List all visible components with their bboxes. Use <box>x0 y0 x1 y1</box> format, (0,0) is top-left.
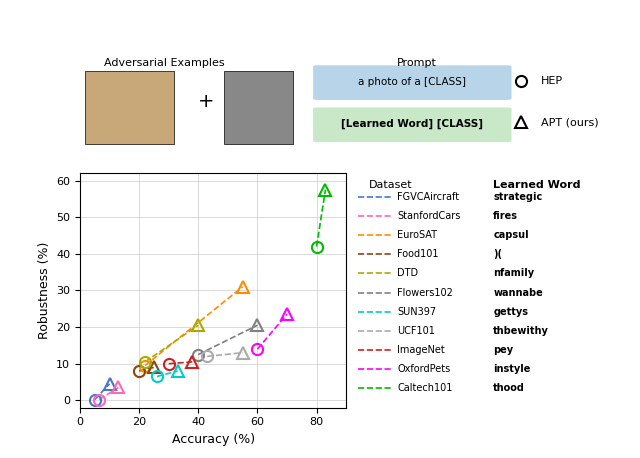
Text: fires: fires <box>493 211 518 221</box>
Text: SUN397: SUN397 <box>397 307 436 317</box>
Text: Caltech101: Caltech101 <box>397 383 453 393</box>
Text: OxfordPets: OxfordPets <box>397 364 451 374</box>
Text: pey: pey <box>493 345 513 355</box>
FancyBboxPatch shape <box>313 65 511 100</box>
Text: +: + <box>198 93 215 111</box>
Text: FGVCAircraft: FGVCAircraft <box>397 192 460 202</box>
Text: Flowers102: Flowers102 <box>397 288 453 298</box>
Text: Food101: Food101 <box>397 249 439 259</box>
Text: )(: )( <box>493 249 502 259</box>
Text: capsul: capsul <box>493 230 529 240</box>
Text: UCF101: UCF101 <box>397 326 435 336</box>
Bar <box>85 71 174 144</box>
Text: EuroSAT: EuroSAT <box>397 230 438 240</box>
Text: thbewithy: thbewithy <box>493 326 549 336</box>
Text: DTD: DTD <box>397 268 419 278</box>
Text: [Learned Word] [CLASS]: [Learned Word] [CLASS] <box>341 119 483 130</box>
Text: ImageNet: ImageNet <box>397 345 445 355</box>
Text: thood: thood <box>493 383 525 393</box>
Text: a photo of a [CLASS]: a photo of a [CLASS] <box>358 77 467 87</box>
Text: Dataset: Dataset <box>369 180 413 191</box>
Text: wannabe: wannabe <box>493 288 543 298</box>
Text: gettys: gettys <box>493 307 528 317</box>
FancyBboxPatch shape <box>313 108 511 142</box>
Text: Learned Word: Learned Word <box>493 180 580 191</box>
Y-axis label: Robustness (%): Robustness (%) <box>38 242 51 339</box>
Text: StanfordCars: StanfordCars <box>397 211 461 221</box>
X-axis label: Accuracy (%): Accuracy (%) <box>172 433 255 446</box>
Text: nfamily: nfamily <box>493 268 534 278</box>
Text: Prompt: Prompt <box>397 58 437 68</box>
Text: APT (ours): APT (ours) <box>541 117 599 127</box>
Text: instyle: instyle <box>493 364 531 374</box>
Text: Adversarial Examples: Adversarial Examples <box>104 58 225 68</box>
Text: strategic: strategic <box>493 192 543 202</box>
Bar <box>224 71 293 144</box>
Text: HEP: HEP <box>541 76 563 86</box>
